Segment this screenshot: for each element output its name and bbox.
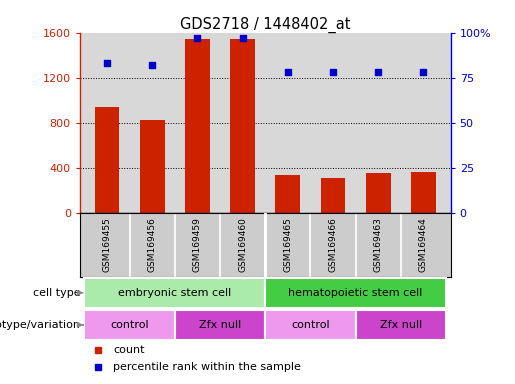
Text: cell type: cell type xyxy=(33,288,81,298)
Text: GSM169463: GSM169463 xyxy=(374,217,383,272)
Bar xyxy=(175,310,265,340)
Bar xyxy=(276,175,300,212)
Text: GSM169456: GSM169456 xyxy=(148,217,157,272)
Text: GSM169465: GSM169465 xyxy=(283,217,293,272)
Point xyxy=(419,69,427,75)
Text: percentile rank within the sample: percentile rank within the sample xyxy=(113,362,301,372)
Text: control: control xyxy=(110,320,149,330)
Point xyxy=(238,35,247,41)
Point xyxy=(103,60,111,66)
Text: count: count xyxy=(113,345,145,355)
Point xyxy=(193,35,201,41)
Text: control: control xyxy=(291,320,330,330)
Bar xyxy=(84,278,265,308)
Text: hematopoietic stem cell: hematopoietic stem cell xyxy=(288,288,423,298)
Text: Zfx null: Zfx null xyxy=(380,320,422,330)
Bar xyxy=(185,40,210,212)
Bar xyxy=(230,40,255,212)
Point xyxy=(148,62,156,68)
Text: GSM169464: GSM169464 xyxy=(419,217,428,272)
Point xyxy=(329,69,337,75)
Text: GSM169455: GSM169455 xyxy=(102,217,111,272)
Bar xyxy=(84,310,175,340)
Bar xyxy=(411,172,436,212)
Bar xyxy=(265,310,356,340)
Text: Zfx null: Zfx null xyxy=(199,320,241,330)
Point xyxy=(374,69,383,75)
Title: GDS2718 / 1448402_at: GDS2718 / 1448402_at xyxy=(180,17,351,33)
Text: GSM169459: GSM169459 xyxy=(193,217,202,272)
Bar xyxy=(95,107,119,212)
Text: GSM169460: GSM169460 xyxy=(238,217,247,272)
Bar xyxy=(321,178,346,212)
Bar xyxy=(366,173,391,212)
Text: GSM169466: GSM169466 xyxy=(329,217,337,272)
Point xyxy=(284,69,292,75)
Bar xyxy=(265,278,446,308)
Bar xyxy=(140,120,165,212)
Text: embryonic stem cell: embryonic stem cell xyxy=(118,288,231,298)
Text: genotype/variation: genotype/variation xyxy=(0,320,81,330)
Bar xyxy=(356,310,446,340)
